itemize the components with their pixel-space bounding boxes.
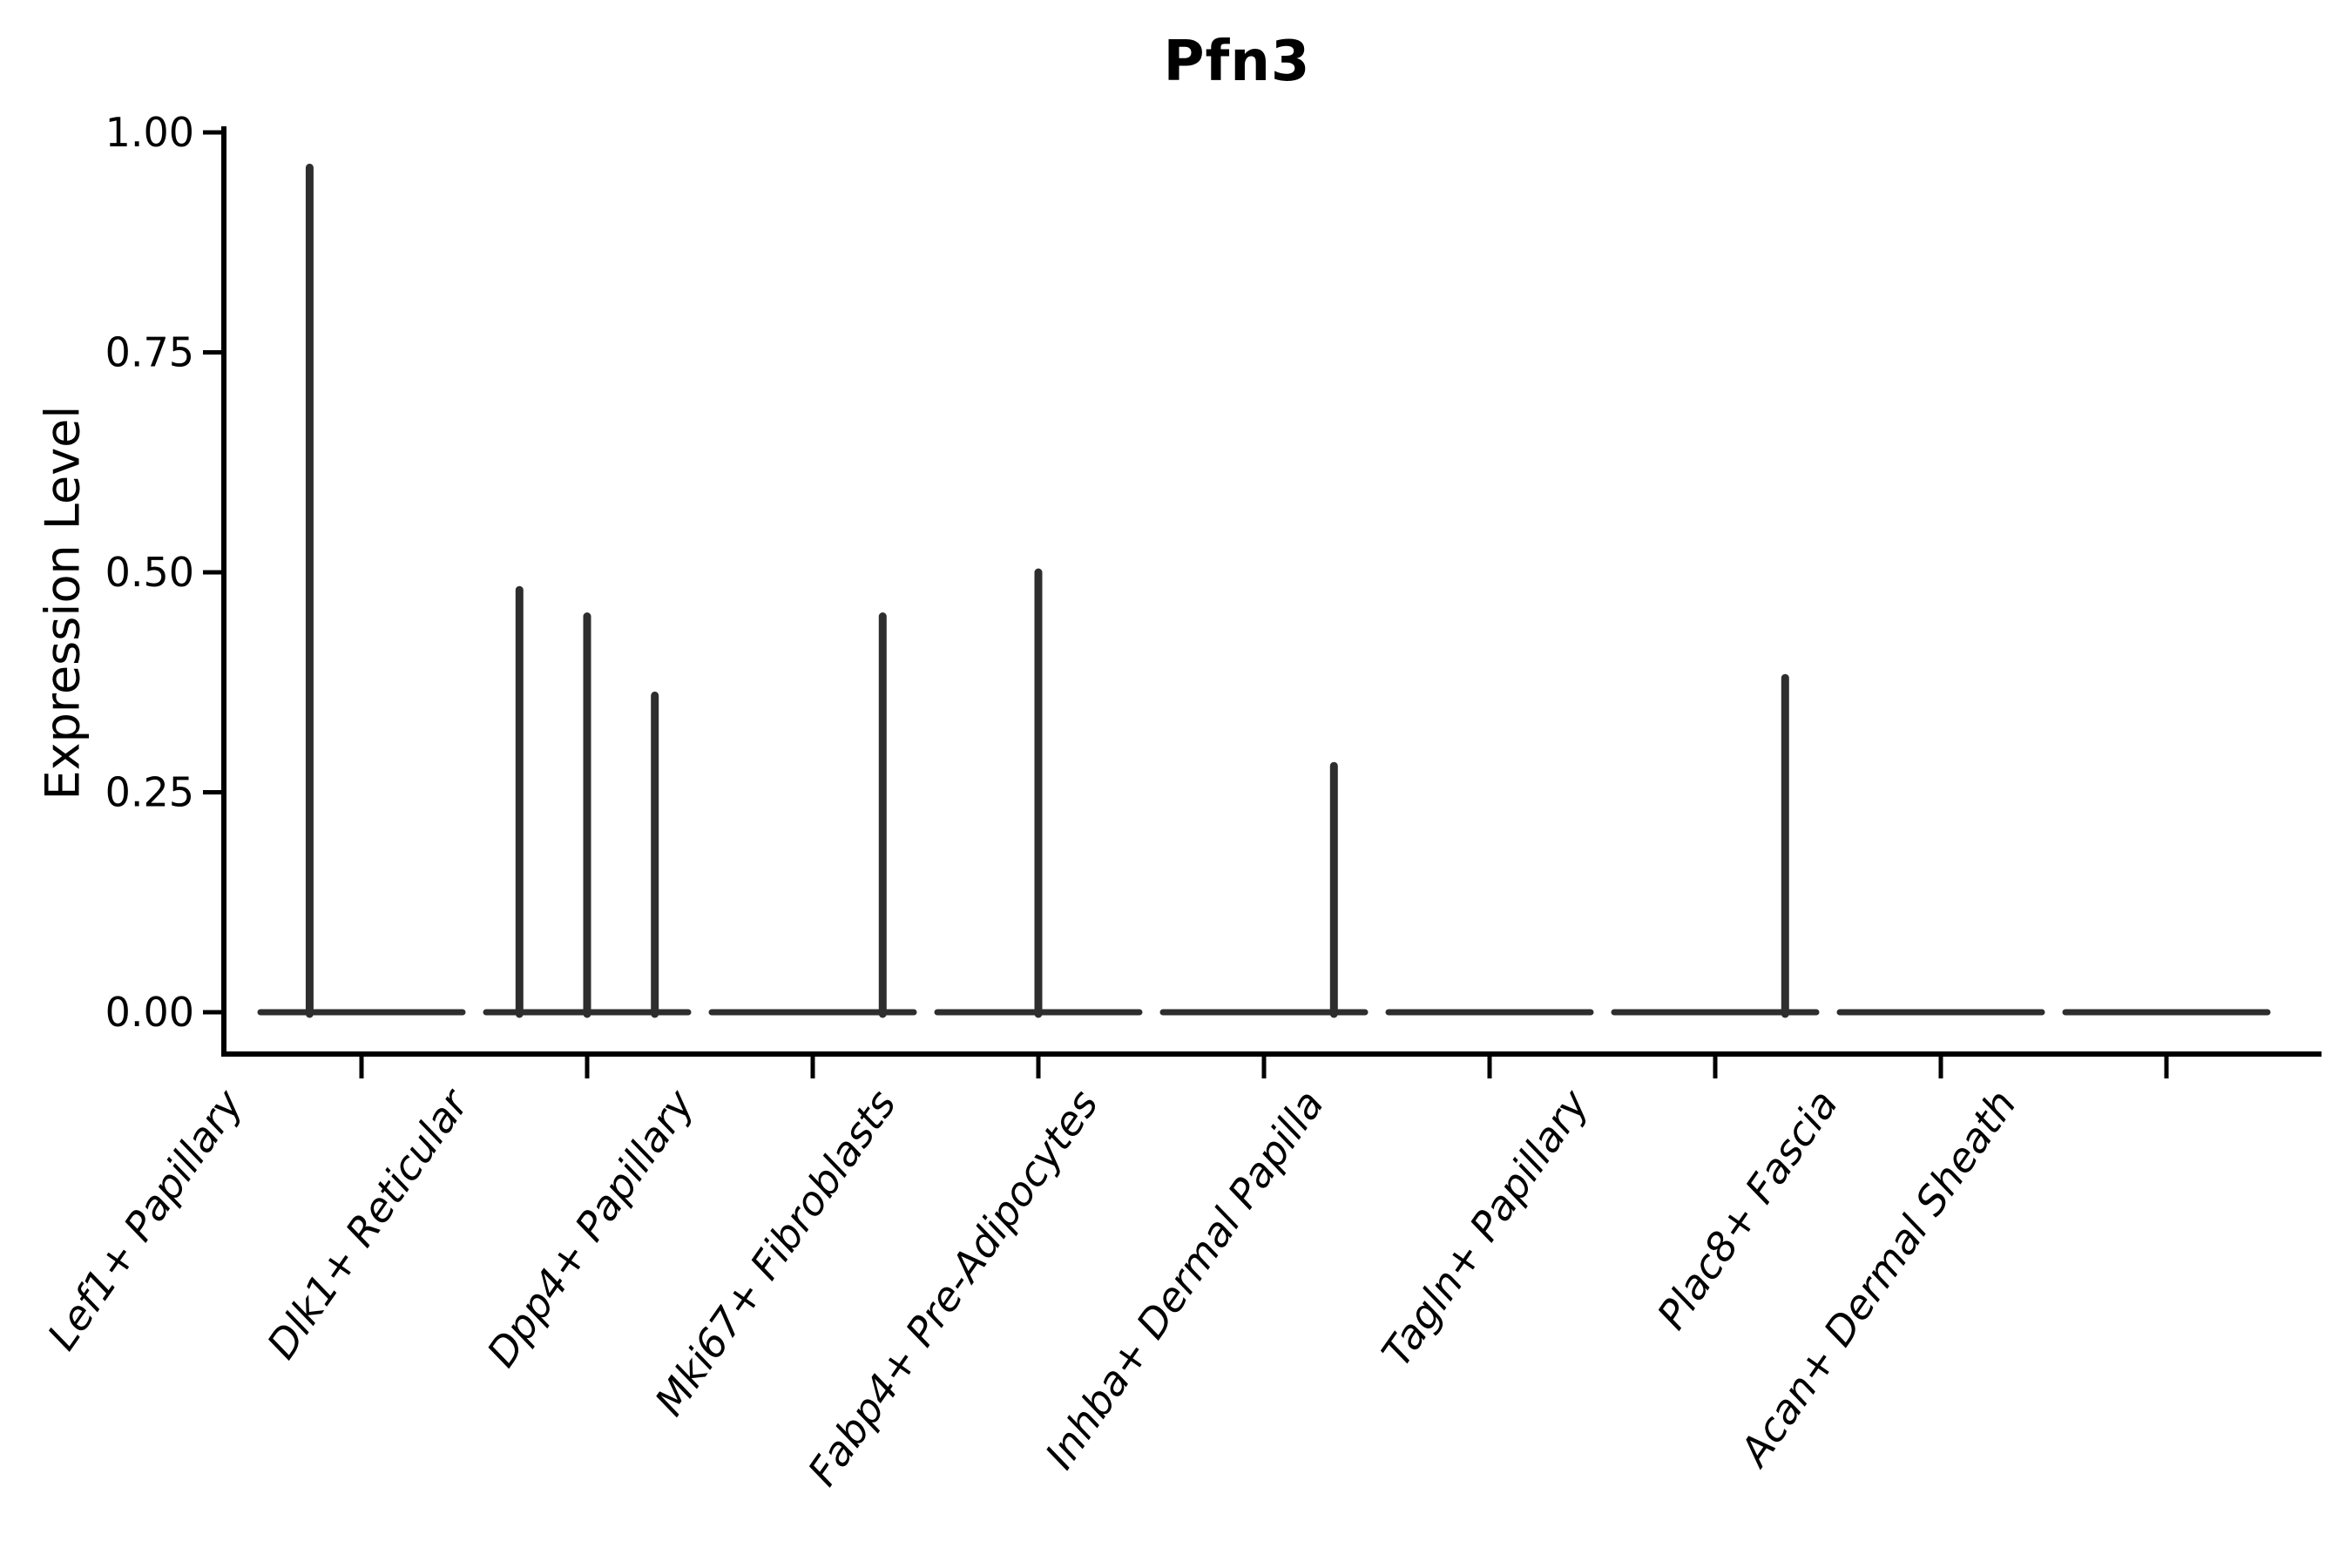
y-tick-label: 0.00 bbox=[105, 989, 194, 1036]
y-tick-label: 0.75 bbox=[105, 329, 194, 376]
x-tick-label: Tagln+ Papillary bbox=[1373, 1081, 1598, 1375]
y-tick-label: 0.25 bbox=[105, 769, 194, 816]
y-tick-label: 0.50 bbox=[105, 549, 194, 596]
chart-title: Pfn3 bbox=[1163, 30, 1311, 94]
x-tick-label: Dpp4+ Papillary bbox=[477, 1081, 703, 1375]
x-tick-label: Plac8+ Fascia bbox=[1647, 1081, 1847, 1337]
y-tick-label: 1.00 bbox=[105, 109, 194, 156]
x-tick-label: Lef1+ Papillary bbox=[38, 1081, 253, 1359]
x-tick-label: Dlk1+ Reticular bbox=[258, 1079, 479, 1368]
